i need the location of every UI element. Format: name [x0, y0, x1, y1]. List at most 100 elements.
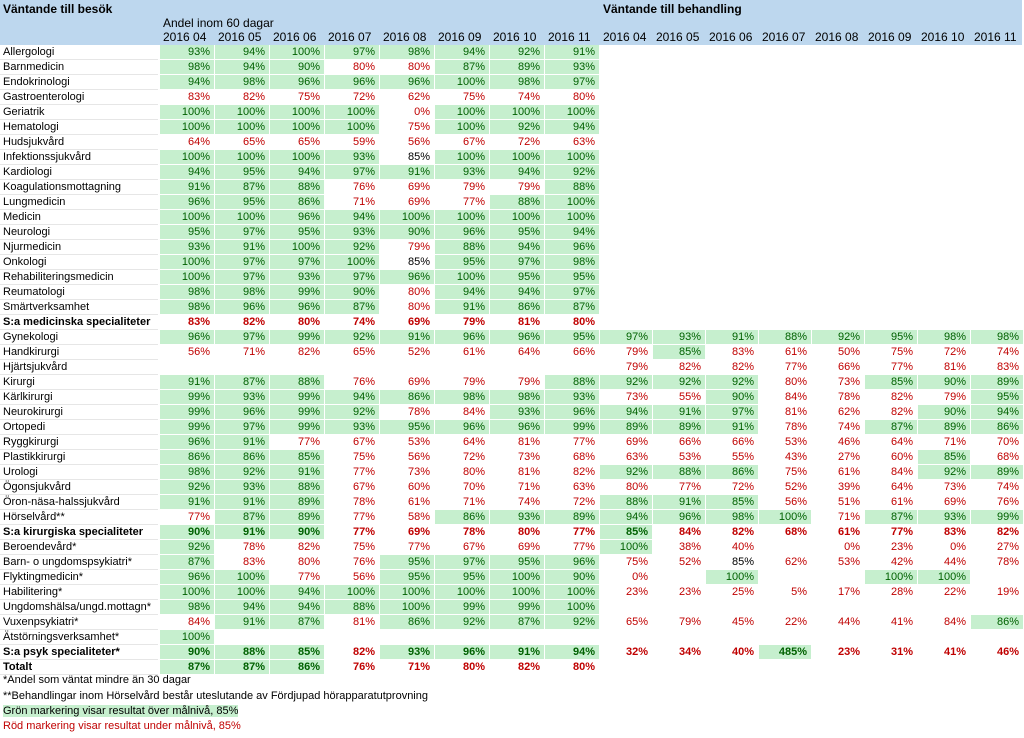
visit-value-cell: 94% — [215, 600, 270, 615]
visit-value-cell: 69% — [380, 375, 435, 390]
visit-value-cell: 96% — [490, 330, 545, 345]
visit-value-cell: 97% — [545, 75, 600, 90]
treatment-value-cell: 95% — [971, 390, 1024, 405]
visit-value-cell: 79% — [490, 375, 545, 390]
visit-value-cell: 92% — [325, 240, 380, 255]
visit-value-cell: 100% — [545, 600, 600, 615]
treatment-value-cell: 87% — [865, 420, 918, 435]
row-label: Njurmedicin — [0, 240, 158, 255]
visit-value-cell: 77% — [545, 435, 600, 450]
visit-value-cell: 93% — [325, 150, 380, 165]
visit-value-cell: 82% — [270, 540, 325, 555]
visit-value-cell: 81% — [490, 315, 545, 330]
visit-value-cell: 96% — [380, 270, 435, 285]
row-label: Ungdomshälsa/ungd.mottagn* — [0, 600, 158, 615]
visit-value-cell: 94% — [215, 45, 270, 60]
treatment-value-cell: 76% — [971, 495, 1024, 510]
visit-value-cell: 91% — [160, 495, 215, 510]
visit-value-cell: 100% — [270, 105, 325, 120]
treatment-value-cell: 98% — [971, 330, 1024, 345]
visit-value-cell: 87% — [215, 510, 270, 525]
treatment-month-header: 2016 05 — [656, 30, 700, 44]
visit-value-cell: 77% — [380, 540, 435, 555]
row-label: Ryggkirurgi — [0, 435, 158, 450]
visit-value-cell: 89% — [270, 510, 325, 525]
visit-value-cell: 97% — [325, 270, 380, 285]
visit-month-header: 2016 11 — [548, 30, 591, 44]
visit-value-cell: 92% — [325, 405, 380, 420]
visit-value-cell: 87% — [490, 615, 545, 630]
treatment-value-cell: 44% — [918, 555, 971, 570]
row-label: Hudsjukvård — [0, 135, 158, 150]
visit-value-cell: 91% — [215, 525, 270, 540]
visit-value-cell: 99% — [270, 420, 325, 435]
visit-value-cell — [435, 630, 490, 645]
visit-value-cell: 96% — [215, 300, 270, 315]
row-label: Öron-näsa-halssjukvård — [0, 495, 158, 510]
visit-value-cell — [545, 630, 600, 645]
visit-value-cell: 100% — [160, 270, 215, 285]
row-label: Gastroenterologi — [0, 90, 158, 105]
row-label: Kärlkirurgi — [0, 390, 158, 405]
visit-value-cell: 95% — [380, 555, 435, 570]
visit-value-cell: 100% — [160, 150, 215, 165]
visit-value-cell: 89% — [545, 510, 600, 525]
treatment-value-cell: 98% — [706, 510, 759, 525]
visit-value-cell: 100% — [435, 105, 490, 120]
visit-value-cell: 97% — [270, 255, 325, 270]
treatment-month-header: 2016 07 — [762, 30, 806, 44]
visit-value-cell: 92% — [160, 480, 215, 495]
treatment-value-cell: 73% — [812, 375, 865, 390]
treatment-value-cell: 5% — [759, 585, 812, 600]
treatment-value-cell: 74% — [812, 420, 865, 435]
treatment-value-cell: 100% — [600, 540, 653, 555]
visit-value-cell: 74% — [490, 495, 545, 510]
treatment-value-cell: 91% — [706, 330, 759, 345]
visit-value-cell: 73% — [380, 465, 435, 480]
visit-month-header: 2016 10 — [493, 30, 537, 44]
treatment-value-cell: 90% — [706, 390, 759, 405]
visit-value-cell: 100% — [160, 120, 215, 135]
treatment-value-cell: 86% — [706, 465, 759, 480]
visit-value-cell: 92% — [435, 615, 490, 630]
treatment-value-cell: 63% — [600, 450, 653, 465]
treatment-month-header: 2016 04 — [603, 30, 647, 44]
treatment-value-cell: 80% — [600, 480, 653, 495]
visit-value-cell: 61% — [380, 495, 435, 510]
treatment-value-cell: 79% — [600, 360, 653, 375]
treatment-value-cell: 56% — [759, 495, 812, 510]
row-label: Endokrinologi — [0, 75, 158, 90]
visit-value-cell: 95% — [435, 570, 490, 585]
treatment-value-cell: 75% — [759, 465, 812, 480]
visit-value-cell: 93% — [545, 60, 600, 75]
treatment-value-cell: 80% — [759, 375, 812, 390]
visit-value-cell: 67% — [325, 435, 380, 450]
visit-value-cell: 93% — [490, 405, 545, 420]
visit-value-cell: 96% — [435, 645, 490, 660]
visit-value-cell: 91% — [490, 645, 545, 660]
visit-value-cell: 82% — [215, 315, 270, 330]
treatment-value-cell: 82% — [865, 390, 918, 405]
visit-value-cell: 94% — [545, 645, 600, 660]
visit-value-cell: 72% — [325, 90, 380, 105]
treatment-value-cell: 77% — [865, 525, 918, 540]
visit-value-cell: 80% — [380, 285, 435, 300]
visit-value-cell: 93% — [160, 45, 215, 60]
treatment-value-cell: 0% — [600, 570, 653, 585]
treatment-value-cell: 85% — [653, 345, 706, 360]
visit-value-cell: 71% — [435, 495, 490, 510]
treatment-value-cell: 53% — [812, 555, 865, 570]
visit-value-cell: 88% — [270, 180, 325, 195]
visit-value-cell: 100% — [270, 120, 325, 135]
visit-value-cell: 56% — [380, 135, 435, 150]
visit-value-cell: 79% — [490, 180, 545, 195]
treatment-value-cell: 85% — [918, 450, 971, 465]
treatment-month-header: 2016 06 — [709, 30, 753, 44]
treatment-month-header: 2016 09 — [868, 30, 912, 44]
treatment-value-cell: 23% — [812, 645, 865, 660]
table-header — [0, 0, 1022, 45]
visit-value-cell: 64% — [490, 345, 545, 360]
visit-month-header: 2016 05 — [218, 30, 262, 44]
visit-value-cell — [215, 630, 270, 645]
visit-value-cell: 93% — [545, 390, 600, 405]
